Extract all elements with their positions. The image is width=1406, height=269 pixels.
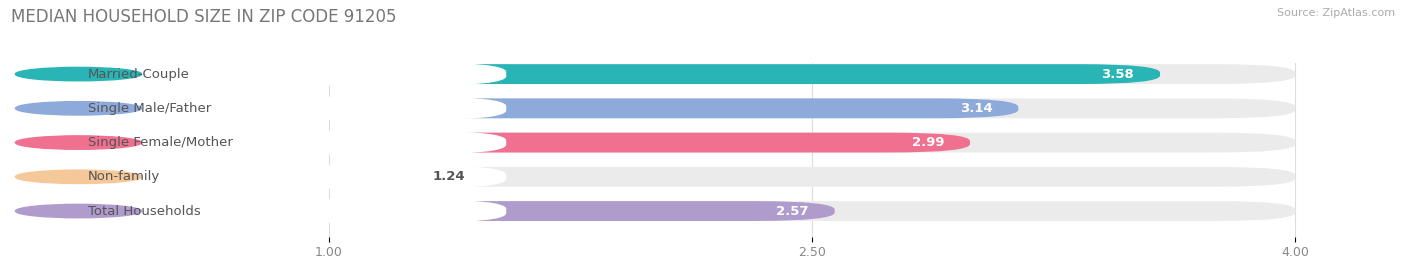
FancyBboxPatch shape [7, 98, 1295, 118]
Text: Non-family: Non-family [87, 170, 160, 183]
FancyBboxPatch shape [7, 199, 506, 223]
FancyBboxPatch shape [7, 62, 506, 86]
Text: Source: ZipAtlas.com: Source: ZipAtlas.com [1277, 8, 1395, 18]
Circle shape [15, 68, 142, 81]
Circle shape [15, 204, 142, 218]
Text: Single Female/Mother: Single Female/Mother [87, 136, 232, 149]
FancyBboxPatch shape [7, 167, 406, 187]
Text: Total Households: Total Households [87, 204, 200, 218]
FancyBboxPatch shape [7, 133, 1295, 153]
FancyBboxPatch shape [7, 98, 1018, 118]
Circle shape [15, 170, 142, 183]
Text: 2.99: 2.99 [911, 136, 945, 149]
FancyBboxPatch shape [7, 64, 1295, 84]
FancyBboxPatch shape [7, 97, 506, 120]
Text: Married-Couple: Married-Couple [87, 68, 190, 81]
FancyBboxPatch shape [7, 64, 1160, 84]
Text: 3.14: 3.14 [960, 102, 993, 115]
Text: 1.24: 1.24 [432, 170, 465, 183]
Text: MEDIAN HOUSEHOLD SIZE IN ZIP CODE 91205: MEDIAN HOUSEHOLD SIZE IN ZIP CODE 91205 [11, 8, 396, 26]
Text: 3.58: 3.58 [1101, 68, 1135, 81]
Text: 2.57: 2.57 [776, 204, 808, 218]
FancyBboxPatch shape [7, 201, 1295, 221]
FancyBboxPatch shape [7, 131, 506, 154]
FancyBboxPatch shape [7, 167, 1295, 187]
Text: Single Male/Father: Single Male/Father [87, 102, 211, 115]
Circle shape [15, 102, 142, 115]
FancyBboxPatch shape [7, 165, 506, 189]
FancyBboxPatch shape [7, 133, 970, 153]
FancyBboxPatch shape [7, 201, 835, 221]
Circle shape [15, 136, 142, 149]
